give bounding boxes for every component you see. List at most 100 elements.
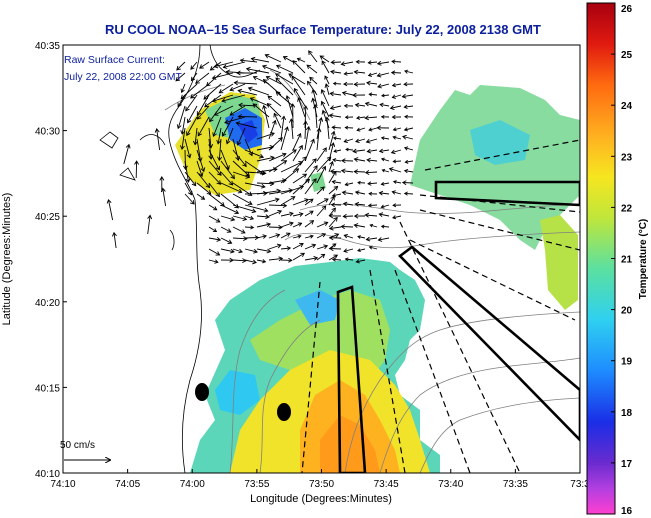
current-vector <box>390 105 402 109</box>
current-vector-head <box>333 254 339 259</box>
current-vector-head <box>198 172 204 178</box>
current-vector <box>392 94 402 98</box>
current-vector <box>197 94 210 116</box>
current-vector <box>280 126 288 151</box>
current-vector <box>187 105 198 123</box>
current-vector-head <box>200 195 206 200</box>
current-vector <box>316 205 327 217</box>
current-vector-head <box>180 88 185 94</box>
current-vector-head <box>352 92 357 98</box>
current-vector <box>265 54 282 63</box>
current-vector-head <box>190 76 196 82</box>
current-vector <box>344 234 354 239</box>
current-vector <box>244 182 265 188</box>
current-vector <box>357 248 366 252</box>
current-vector-head <box>288 257 293 263</box>
current-vector-head <box>328 213 334 219</box>
current-vector <box>250 97 270 107</box>
current-vector <box>208 237 221 241</box>
current-vector <box>341 226 354 228</box>
current-vector <box>404 70 414 74</box>
current-vector <box>220 248 235 253</box>
current-vector <box>244 237 259 239</box>
current-vector <box>275 77 294 96</box>
current-vector <box>197 105 210 120</box>
current-vector <box>222 116 234 137</box>
current-vector-head <box>353 169 359 175</box>
current-vector <box>381 158 390 162</box>
current-vector <box>240 59 258 63</box>
current-vector-head <box>237 88 243 94</box>
current-vector-head <box>154 128 160 133</box>
current-vector <box>208 149 220 171</box>
current-vector <box>354 158 366 162</box>
current-vector <box>329 226 342 230</box>
current-vector <box>280 116 285 140</box>
current-vector <box>368 127 378 131</box>
current-vector-head <box>261 183 266 189</box>
current-vector <box>381 225 390 228</box>
current-vector <box>175 72 186 82</box>
current-vector-head <box>328 225 334 231</box>
figure-title: RU COOL NOAA–15 Sea Surface Temperature:… <box>105 22 541 37</box>
current-vector <box>329 114 342 118</box>
current-vector-head <box>190 200 195 205</box>
legend-line-2: July 22, 2008 22:00 GMT <box>64 71 182 83</box>
current-vector <box>292 198 309 206</box>
current-vector <box>304 244 316 250</box>
current-vector-head <box>250 225 255 230</box>
current-vector-head <box>365 138 371 144</box>
current-vector-head <box>216 180 222 185</box>
current-vector <box>232 248 243 253</box>
current-vector <box>328 171 337 184</box>
current-vector-head <box>196 111 202 116</box>
current-vector <box>404 127 414 131</box>
current-vector-head <box>341 158 346 164</box>
current-vector <box>355 203 366 206</box>
y-axis: 40:10 40:15 40:20 40:25 40:30 40:35 <box>35 41 67 480</box>
current-vector <box>405 160 414 163</box>
current-vector-head <box>191 181 197 187</box>
current-vector-head <box>291 75 296 81</box>
current-vector <box>306 64 318 74</box>
current-vector <box>316 128 320 151</box>
y-tick-label: 40:30 <box>35 127 60 138</box>
current-vector <box>268 160 287 173</box>
colorbar-ticks: 16 17 18 19 20 21 22 23 24 25 26 <box>611 2 633 517</box>
current-vector-head <box>312 158 317 163</box>
current-vector-head <box>332 136 337 141</box>
current-vector-head <box>276 243 282 249</box>
current-vector-head <box>391 82 396 88</box>
current-vector-head <box>185 178 191 183</box>
current-vector-head <box>353 157 359 163</box>
current-vector-head <box>355 259 360 264</box>
mooring-point <box>195 383 209 401</box>
current-vector-head <box>245 66 251 72</box>
current-vector-head <box>356 115 361 120</box>
current-vector-head <box>234 203 239 209</box>
current-vector-head <box>380 224 385 229</box>
current-vector <box>208 127 212 148</box>
current-vector <box>221 94 246 102</box>
current-vector <box>345 258 354 261</box>
current-vector-head <box>186 153 192 159</box>
current-vector-head <box>392 180 397 184</box>
current-vector-head <box>176 65 181 71</box>
current-vector <box>404 105 414 108</box>
current-vector <box>244 171 266 174</box>
current-vector <box>220 160 235 179</box>
current-vector-head <box>342 201 348 207</box>
current-vector <box>292 145 303 162</box>
current-vector-head <box>354 190 360 195</box>
current-vector-head <box>215 218 221 223</box>
current-vector <box>229 105 246 116</box>
current-vector <box>197 116 210 137</box>
current-vector-head <box>304 198 310 203</box>
current-vector <box>404 170 414 173</box>
current-vector-head <box>380 136 385 141</box>
current-vector-head <box>392 215 397 220</box>
current-vector-head <box>215 251 221 256</box>
current-vector <box>382 169 390 173</box>
sst-cold-core-deep <box>238 120 258 143</box>
current-vector-head <box>319 55 325 60</box>
